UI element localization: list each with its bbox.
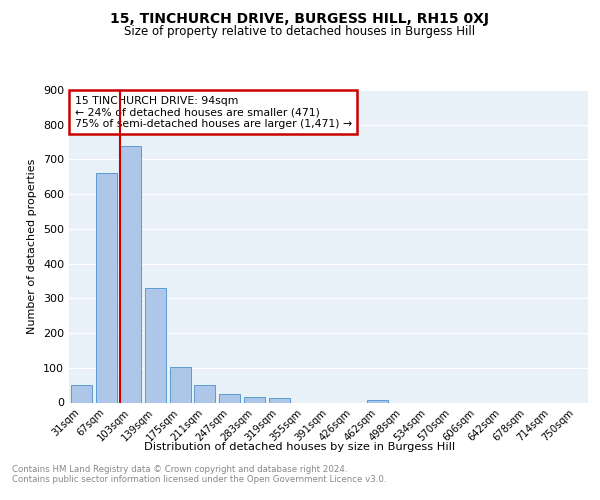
Bar — [170, 366, 191, 402]
Text: 15, TINCHURCH DRIVE, BURGESS HILL, RH15 0XJ: 15, TINCHURCH DRIVE, BURGESS HILL, RH15 … — [110, 12, 490, 26]
Bar — [194, 385, 215, 402]
Bar — [244, 396, 265, 402]
Text: Distribution of detached houses by size in Burgess Hill: Distribution of detached houses by size … — [145, 442, 455, 452]
Text: Contains HM Land Registry data © Crown copyright and database right 2024.
Contai: Contains HM Land Registry data © Crown c… — [12, 465, 386, 484]
Bar — [120, 146, 141, 402]
Bar — [95, 174, 116, 402]
Bar — [269, 398, 290, 402]
Y-axis label: Number of detached properties: Number of detached properties — [28, 158, 37, 334]
Text: Size of property relative to detached houses in Burgess Hill: Size of property relative to detached ho… — [124, 25, 476, 38]
Text: 15 TINCHURCH DRIVE: 94sqm
← 24% of detached houses are smaller (471)
75% of semi: 15 TINCHURCH DRIVE: 94sqm ← 24% of detac… — [74, 96, 352, 129]
Bar — [219, 394, 240, 402]
Bar — [367, 400, 388, 402]
Bar — [145, 288, 166, 403]
Bar — [71, 385, 92, 402]
